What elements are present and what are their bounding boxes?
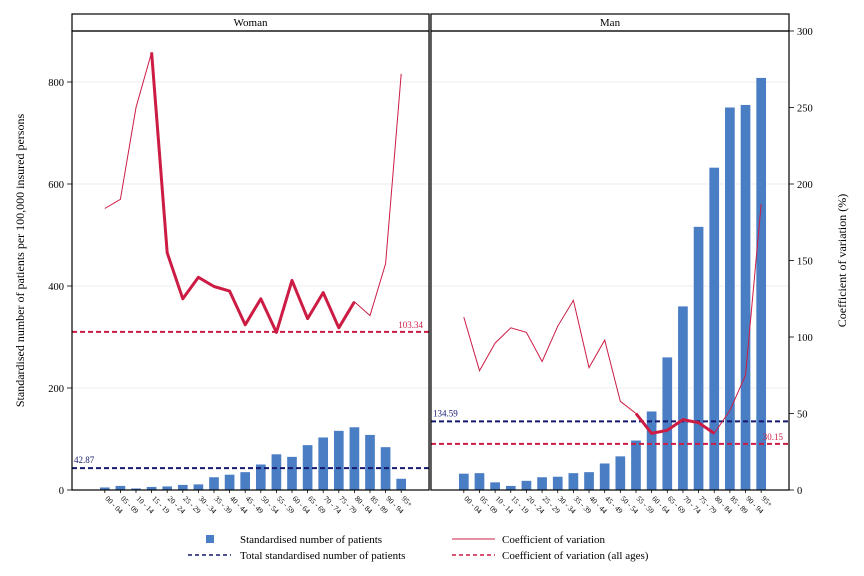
bar (646, 411, 657, 490)
cv-line-thin (104, 52, 402, 334)
y-right-tick-label: 200 (797, 180, 813, 191)
y-right-tick-label: 300 (797, 27, 813, 38)
panel-frame (71, 30, 430, 491)
bar (131, 488, 141, 490)
bar (474, 473, 485, 490)
bar (693, 226, 704, 490)
legend-cv-label: Coefficient of variation (502, 534, 606, 546)
cv-all-label: 30.15 (763, 432, 784, 442)
y-left-title: Standardised number of patients per 100,… (13, 114, 27, 408)
panel-frames: Woman Man (71, 13, 790, 491)
bar (193, 484, 204, 490)
bars (99, 77, 767, 491)
bar (115, 485, 126, 490)
bar (287, 456, 297, 490)
panel-title: Woman (234, 17, 268, 29)
y-right-tick-label: 0 (797, 486, 802, 497)
bar (662, 357, 673, 490)
y-right-tick-label: 50 (797, 410, 808, 421)
bar (255, 464, 266, 490)
y-left-tick-label: 0 (59, 486, 64, 497)
bar (396, 478, 407, 490)
bar (333, 430, 344, 490)
bar (271, 454, 282, 490)
bar (490, 482, 500, 490)
reference-lines: 42.87 103.34 134.59 30.15 (72, 320, 789, 470)
y-right-tick-label: 100 (797, 333, 813, 344)
bar (631, 440, 641, 490)
bar (537, 477, 547, 490)
legend-total-label: Total standardised number of patients (240, 550, 405, 562)
bar (224, 474, 235, 490)
bar (584, 472, 594, 490)
y-left-tick-label: 400 (48, 282, 64, 293)
bar (240, 472, 251, 490)
bar (756, 77, 767, 491)
y-right-tick-label: 250 (797, 104, 813, 115)
cv-line-thick (634, 412, 716, 435)
y-right-tick-label: 150 (797, 257, 813, 268)
total-label: 42.87 (74, 455, 95, 465)
bar (99, 487, 110, 490)
bar (505, 485, 516, 490)
gridlines (72, 81, 789, 389)
y-left-tick-label: 800 (48, 78, 64, 89)
bar (146, 486, 157, 490)
cv-lines (104, 52, 762, 435)
y-left-tick-label: 200 (48, 384, 64, 395)
bar (365, 434, 375, 490)
cv-all-label: 103.34 (398, 320, 423, 330)
legend-bar-swatch (206, 535, 214, 543)
bar (725, 107, 735, 490)
cv-line-thick (150, 52, 356, 334)
bar (177, 484, 188, 490)
bar (552, 476, 563, 490)
y-right-title: Coefficient of variation (%) (835, 194, 849, 327)
bar (678, 306, 688, 490)
bar (599, 463, 610, 490)
panel-title: Man (600, 17, 621, 29)
bar (521, 480, 532, 490)
legend: Standardised number of patients Coefficie… (188, 534, 649, 562)
y-left-tick-label: 600 (48, 180, 64, 191)
bar (458, 473, 469, 490)
bar (740, 104, 751, 490)
legend-bar-label: Standardised number of patients (240, 534, 382, 546)
bar (349, 427, 360, 490)
bar (568, 473, 579, 490)
bar (209, 477, 219, 490)
bar (709, 167, 720, 490)
total-label: 134.59 (433, 408, 458, 418)
legend-cv-all-label: Coefficient of variation (all ages) (502, 550, 649, 562)
bar (615, 456, 626, 490)
bar (162, 486, 173, 490)
bar (318, 437, 329, 490)
